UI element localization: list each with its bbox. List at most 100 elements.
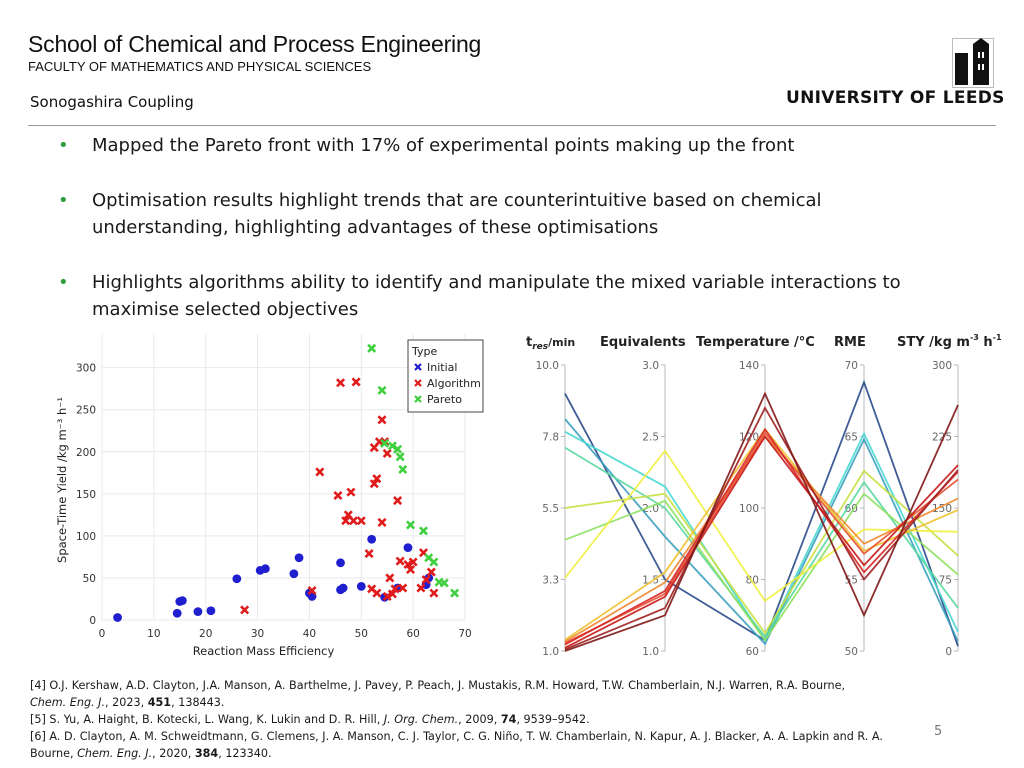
scatter-chart: 0 10 20 30 40 50 60 70 0 50 100 150 200 250 300 Reactio… bbox=[55, 334, 484, 658]
reference-text: 384 bbox=[194, 747, 219, 760]
y-tick-label: 100 bbox=[76, 531, 96, 543]
axis-title-part: Equivalents bbox=[600, 335, 686, 350]
reference-text: J. Org. Chem. bbox=[383, 713, 459, 726]
slide-topic: Sonogashira Coupling bbox=[30, 93, 194, 111]
reference-line: [4] O.J. Kershaw, A.D. Clayton, J.A. Man… bbox=[30, 677, 930, 694]
parallel-line bbox=[564, 446, 959, 639]
axis-tick-label: 140 bbox=[739, 360, 759, 372]
reference-text: 451 bbox=[147, 696, 172, 709]
data-point-stroke bbox=[403, 559, 413, 570]
axis-tick-label: 1.5 bbox=[642, 575, 659, 587]
axis-tick-label: 300 bbox=[932, 360, 952, 372]
reference-line: [5] S. Yu, A. Haight, B. Kotecki, L. Wan… bbox=[30, 711, 930, 728]
data-point-stroke bbox=[372, 474, 382, 484]
data-point bbox=[364, 549, 374, 559]
legend-marker-icon bbox=[414, 379, 422, 387]
data-point bbox=[377, 415, 387, 425]
legend-marker-stroke bbox=[414, 379, 422, 387]
reference-text: Chem. Eng. J. bbox=[30, 696, 106, 709]
bullet-item: • Mapped the Pareto front with 17% of ex… bbox=[58, 132, 794, 159]
y-axis-label: Space-Time Yield /kg m⁻³ h⁻¹ bbox=[55, 397, 69, 563]
data-point-stroke bbox=[341, 516, 351, 526]
data-point-stroke bbox=[395, 452, 405, 462]
bullet-line: Mapped the Pareto front with 17% of expe… bbox=[92, 135, 795, 156]
header-divider bbox=[28, 125, 996, 126]
axis-title-part: -1 bbox=[993, 333, 1002, 342]
axis-title: tres/min bbox=[526, 335, 575, 352]
data-point-stroke bbox=[418, 526, 429, 536]
axis-title-part: Temperature /°C bbox=[696, 335, 815, 350]
data-point bbox=[418, 526, 429, 536]
parallel-line bbox=[564, 427, 959, 646]
axis-title-part: RME bbox=[834, 335, 866, 350]
legend-entry: Initial bbox=[427, 361, 457, 374]
data-point bbox=[356, 516, 366, 526]
parallel-line bbox=[564, 406, 959, 651]
y-tick-label: 300 bbox=[76, 363, 96, 375]
parallel-coordinates-chart: tres/min Equivalents Temperature /°C RME STY… bbox=[526, 333, 1002, 658]
legend: Type Initial Algorithm Pareto bbox=[407, 339, 484, 413]
axis-tick-label: 2.5 bbox=[642, 432, 659, 444]
axis-title-part: res bbox=[532, 342, 549, 352]
data-point bbox=[439, 578, 449, 588]
data-point bbox=[429, 557, 439, 567]
legend-marker-stroke bbox=[414, 395, 422, 403]
axis-tick-label: 2.0 bbox=[642, 503, 659, 515]
x-tick-label: 30 bbox=[251, 628, 264, 640]
axis-tick-label: 70 bbox=[845, 360, 858, 372]
reference-text: , 138443. bbox=[171, 696, 225, 709]
data-point-stroke bbox=[398, 464, 408, 474]
x-axis-label: Reaction Mass Efficiency bbox=[193, 644, 335, 658]
data-point-stroke bbox=[426, 567, 436, 577]
legend-marker-stroke bbox=[414, 363, 422, 371]
data-point bbox=[380, 438, 390, 448]
reference-text: [4] O.J. Kershaw, A.D. Clayton, J.A. Man… bbox=[30, 679, 846, 692]
data-point-stroke bbox=[406, 520, 416, 530]
data-point-stroke bbox=[380, 438, 390, 448]
bullet-item: • Highlights algorithms ability to ident… bbox=[58, 269, 901, 323]
x-tick-label: 60 bbox=[406, 628, 419, 640]
data-point-stroke bbox=[343, 510, 353, 520]
legend-entry: Algorithm bbox=[427, 377, 481, 390]
data-point-stroke bbox=[439, 578, 449, 588]
data-point-stroke bbox=[416, 583, 426, 593]
axis-tick-label: 60 bbox=[746, 646, 759, 658]
reference-text: Chem. Eng. J. bbox=[77, 747, 153, 760]
data-point-stroke bbox=[429, 588, 439, 598]
x-tick-label: 20 bbox=[199, 628, 212, 640]
data-point-stroke bbox=[385, 573, 395, 583]
y-tick-label: 50 bbox=[83, 573, 96, 585]
reference-text: , 123340. bbox=[218, 747, 272, 760]
data-point bbox=[232, 574, 242, 584]
axis-title-part: STY /kg m bbox=[897, 335, 970, 350]
axis-tick-label: 5.5 bbox=[542, 503, 559, 515]
data-point-stroke bbox=[348, 516, 359, 526]
data-point-stroke bbox=[398, 583, 408, 593]
reference-text: , 9539–9542. bbox=[516, 713, 590, 726]
legend-marker-icon bbox=[414, 395, 422, 403]
axis-title: Temperature /°C bbox=[696, 335, 815, 350]
data-point bbox=[307, 586, 317, 596]
axis-title-part: t bbox=[526, 335, 532, 350]
data-point-stroke bbox=[315, 467, 325, 477]
axis-title: Equivalents bbox=[600, 335, 686, 350]
data-point-stroke bbox=[364, 549, 374, 559]
axis-tick-label: 50 bbox=[845, 646, 858, 658]
axis-tick-label: 10.0 bbox=[536, 360, 559, 372]
data-point bbox=[172, 608, 182, 618]
reference-line: [6] A. D. Clayton, A. M. Schweidtmann, G… bbox=[30, 728, 930, 745]
data-point bbox=[336, 558, 345, 568]
data-point bbox=[382, 448, 392, 458]
data-point bbox=[403, 543, 413, 553]
plot-area bbox=[102, 334, 465, 620]
data-point bbox=[341, 516, 351, 526]
parallel-line bbox=[564, 431, 959, 644]
data-point bbox=[393, 496, 403, 506]
bullet-dot-icon: • bbox=[58, 135, 69, 156]
x-tick-label: 50 bbox=[355, 628, 368, 640]
data-point bbox=[395, 452, 405, 462]
data-point bbox=[315, 467, 325, 477]
axis-tick-label: 75 bbox=[939, 575, 952, 587]
faculty-subtitle: FACULTY OF MATHEMATICS AND PHYSICAL SCIE… bbox=[28, 59, 372, 74]
legend-marker-icon bbox=[414, 363, 422, 371]
